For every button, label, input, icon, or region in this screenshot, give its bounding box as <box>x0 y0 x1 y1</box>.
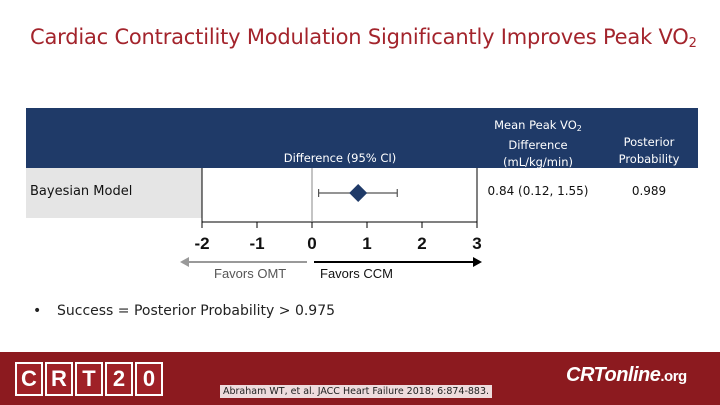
success-criterion-bullet: • Success = Posterior Probability > 0.975 <box>33 303 336 319</box>
row-label-cell <box>26 168 202 218</box>
crtonline-logo: CRTonline.org <box>566 364 687 386</box>
row-label-bayesian-model: Bayesian Model <box>30 184 133 199</box>
table-header-band <box>26 108 698 168</box>
favors-ccm-arrowhead <box>473 257 482 267</box>
x-tick-label: 1 <box>362 234 371 253</box>
cell-posterior-probability: 0.989 <box>631 184 667 198</box>
header-posterior-probability: Posterior Probability <box>618 135 680 166</box>
point-estimate-diamond <box>349 184 368 202</box>
x-tick-label: -1 <box>249 234 264 253</box>
x-tick-label: -2 <box>194 234 209 253</box>
favors-omt-arrowhead <box>180 257 189 267</box>
citation-text: Abraham WT, et al. JACC Heart Failure 20… <box>220 385 493 398</box>
cell-mean-difference: 0.84 (0.12, 1.55) <box>487 184 589 198</box>
x-tick-label: 0 <box>307 234 316 253</box>
x-tick-label: 3 <box>472 234 481 253</box>
slide-title: Cardiac Contractility Modulation Signifi… <box>30 25 697 51</box>
favors-ccm-label: Favors CCM <box>320 266 393 281</box>
forest-plot: -2 -1 0 1 2 3 Favors OMT Favors CCM <box>180 168 482 281</box>
x-tick-label: 2 <box>417 234 426 253</box>
header-mean-peak-vo2: Mean Peak VO2 Difference (mL/kg/min) <box>494 118 582 169</box>
header-difference-ci: Difference (95% CI) <box>283 151 397 165</box>
favors-omt-label: Favors OMT <box>214 266 286 281</box>
